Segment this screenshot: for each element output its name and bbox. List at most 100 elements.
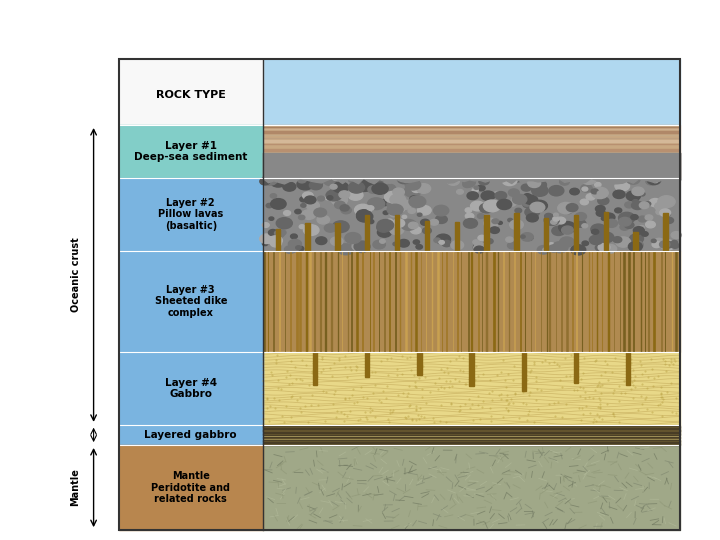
Bar [263,352,680,425]
Bar [263,59,680,125]
Circle shape [626,175,640,184]
Text: Layer #2
Pillow lavas
(basaltic): Layer #2 Pillow lavas (basaltic) [158,198,223,231]
Circle shape [274,231,281,235]
Bar [418,352,422,375]
Circle shape [581,184,592,192]
Bar [305,224,310,251]
Circle shape [310,181,323,190]
Circle shape [513,176,522,182]
Circle shape [333,182,348,193]
Circle shape [339,191,350,198]
Bar [365,352,369,377]
Circle shape [433,205,449,216]
Circle shape [474,246,480,249]
Circle shape [631,201,644,210]
Circle shape [303,225,319,235]
Circle shape [495,192,507,200]
Circle shape [553,242,563,249]
Circle shape [586,194,595,200]
Circle shape [413,240,420,244]
Circle shape [408,208,415,213]
Circle shape [625,202,634,208]
Bar [119,59,680,530]
Circle shape [523,200,531,206]
Circle shape [523,201,532,207]
Bar [574,215,578,251]
Circle shape [525,207,539,217]
Circle shape [317,215,330,224]
Bar [469,352,474,386]
Circle shape [377,227,392,237]
Circle shape [368,220,374,224]
Circle shape [639,202,649,208]
Circle shape [531,200,547,211]
Circle shape [552,226,565,235]
Circle shape [418,206,431,215]
Circle shape [632,187,644,195]
Circle shape [463,179,475,187]
Circle shape [565,209,572,213]
Circle shape [528,179,541,187]
Circle shape [469,179,475,184]
Text: Layer #1
Deep-sea sediment: Layer #1 Deep-sea sediment [134,140,248,162]
Circle shape [502,176,517,186]
Circle shape [671,240,678,245]
Circle shape [603,213,615,221]
Circle shape [521,184,531,191]
Circle shape [596,210,606,217]
Bar [119,125,263,178]
Circle shape [283,182,296,191]
Circle shape [592,187,608,199]
Circle shape [492,219,499,224]
Circle shape [348,182,364,193]
Circle shape [298,179,303,182]
Circle shape [631,214,638,220]
Circle shape [592,230,599,234]
Circle shape [654,238,665,246]
Circle shape [418,213,422,217]
Bar [263,178,680,251]
Circle shape [552,242,568,253]
Circle shape [544,213,552,219]
Circle shape [356,245,367,253]
Circle shape [575,213,587,220]
Circle shape [393,205,405,213]
Circle shape [331,184,346,195]
Circle shape [639,192,645,196]
Circle shape [556,217,566,224]
Circle shape [401,219,416,230]
Circle shape [521,233,534,241]
Circle shape [519,197,527,202]
Circle shape [384,184,395,192]
Circle shape [387,219,392,222]
Text: Layered gabbro: Layered gabbro [145,430,237,440]
Circle shape [434,238,441,242]
Circle shape [618,218,631,226]
Circle shape [613,237,622,242]
Circle shape [483,200,500,212]
Circle shape [364,176,372,181]
Circle shape [559,178,570,185]
Circle shape [620,224,629,230]
Circle shape [330,184,337,189]
Circle shape [380,199,390,206]
Circle shape [510,202,516,206]
Circle shape [532,180,538,185]
Circle shape [284,211,291,215]
Circle shape [390,225,404,235]
Circle shape [341,207,351,214]
Circle shape [405,179,420,190]
Circle shape [524,195,538,204]
Circle shape [531,177,536,180]
Circle shape [590,235,603,245]
Circle shape [660,240,675,250]
Bar [634,232,638,251]
Circle shape [473,240,480,244]
Circle shape [548,243,555,248]
Bar [119,352,263,425]
Circle shape [562,226,573,234]
Circle shape [402,215,407,218]
Circle shape [289,246,299,252]
Circle shape [645,215,653,220]
Circle shape [478,235,486,241]
